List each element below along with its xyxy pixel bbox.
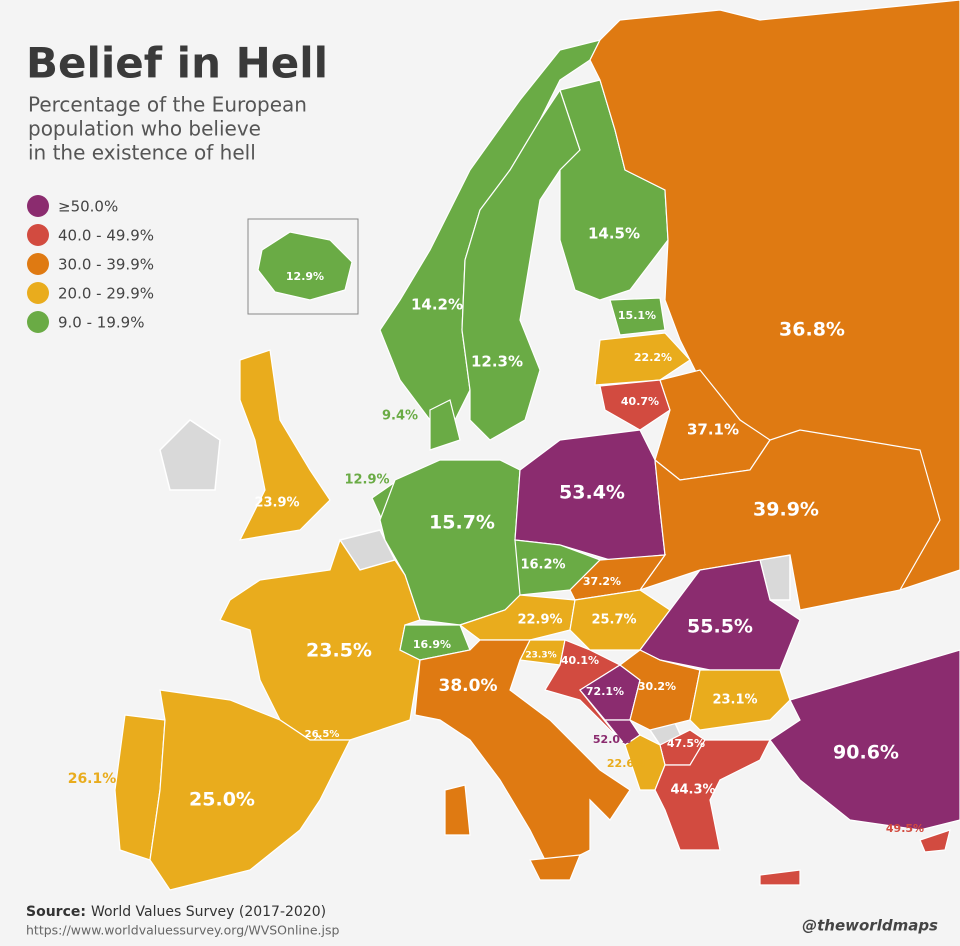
country-value: 12.3% — [471, 353, 523, 371]
source-url: https://www.worldvaluessurvey.org/WVSOnl… — [26, 923, 339, 938]
country-value: 38.0% — [439, 676, 498, 696]
country-value: 40.7% — [621, 395, 659, 408]
country-value: 44.3% — [670, 783, 715, 798]
subtitle: Percentage of the European — [28, 93, 307, 117]
country — [529, 854, 581, 881]
country-value: 23.5% — [306, 640, 372, 662]
country — [257, 231, 353, 301]
country — [609, 297, 666, 336]
source: Source: World Values Survey (2017-2020) — [26, 904, 326, 920]
country-value: 37.1% — [687, 421, 739, 439]
country — [461, 88, 581, 441]
country-value: 25.0% — [189, 789, 255, 811]
legend-label: 20.0 - 29.9% — [58, 285, 154, 303]
country — [444, 784, 471, 836]
country-value: 40.1% — [561, 654, 599, 667]
country — [594, 332, 691, 386]
subtitle: population who believe — [28, 117, 261, 141]
country — [689, 669, 791, 731]
no-data — [159, 419, 221, 491]
country-value: 23.3% — [525, 651, 556, 661]
country — [414, 639, 631, 871]
country-value: 36.8% — [779, 319, 845, 341]
country-value: 12.9% — [344, 473, 389, 488]
country-value: 15.7% — [429, 512, 495, 534]
country-value: 53.4% — [559, 482, 625, 504]
country — [654, 739, 771, 851]
country-value: 26.1% — [68, 771, 117, 787]
country-value: 14.5% — [588, 225, 640, 243]
legend-label: 40.0 - 49.9% — [58, 227, 154, 245]
country-value: 90.6% — [833, 742, 899, 764]
country — [238, 349, 331, 541]
title: Belief in Hell — [26, 39, 328, 88]
legend-label: 30.0 - 39.9% — [58, 256, 154, 274]
country-value: 30.2% — [638, 680, 676, 693]
country — [599, 379, 671, 431]
country — [429, 399, 461, 451]
country-value: 15.1% — [618, 309, 656, 322]
regions — [114, 0, 960, 891]
legend-swatch — [27, 311, 49, 333]
country-value: 52.0% — [593, 733, 631, 746]
country-value: 16.2% — [520, 558, 565, 573]
country-value: 22.9% — [517, 613, 562, 628]
legend-swatch — [27, 224, 49, 246]
country-value: 23.9% — [254, 496, 299, 511]
country — [619, 649, 701, 731]
country-value: 12.9% — [286, 270, 324, 283]
country — [149, 689, 351, 891]
country-value: 37.2% — [583, 575, 621, 588]
country-value: 26.5% — [305, 729, 340, 740]
source-label: Source: — [26, 904, 86, 920]
country — [759, 869, 801, 886]
country-value: 47.5% — [667, 737, 705, 750]
legend-swatch — [27, 282, 49, 304]
source-text: World Values Survey (2017-2020) — [91, 904, 326, 920]
country-value: 14.2% — [411, 296, 463, 314]
subtitle: in the existence of hell — [28, 141, 256, 165]
country — [919, 829, 951, 853]
country-value: 39.9% — [753, 499, 819, 521]
credit: @theworldmaps — [802, 917, 938, 935]
legend-label: ≥50.0% — [58, 198, 118, 216]
country-value: 22.2% — [634, 351, 672, 364]
inset-frame — [247, 218, 359, 315]
country-value: 55.5% — [687, 616, 753, 638]
labels: 12.9% 14.2% 12.3% 14.5% 36.8% 15.1% 22.2% 40.7%… — [68, 225, 924, 836]
country-value: 25.7% — [591, 613, 636, 628]
legend-swatch — [27, 195, 49, 217]
country-value: 22.6% — [607, 757, 645, 770]
country — [639, 559, 801, 671]
legend-label: 9.0 - 19.9% — [58, 314, 144, 332]
country-value: 49.5% — [886, 822, 924, 835]
country — [769, 649, 960, 831]
legend-swatch — [27, 253, 49, 275]
country-value: 9.4% — [382, 409, 418, 424]
country-value: 72.1% — [586, 685, 624, 698]
country-value: 16.9% — [413, 638, 451, 651]
legend: ≥50.0% 40.0 - 49.9% 30.0 - 39.9% 20.0 - 29.… — [27, 195, 154, 333]
country-value: 23.1% — [712, 693, 757, 708]
